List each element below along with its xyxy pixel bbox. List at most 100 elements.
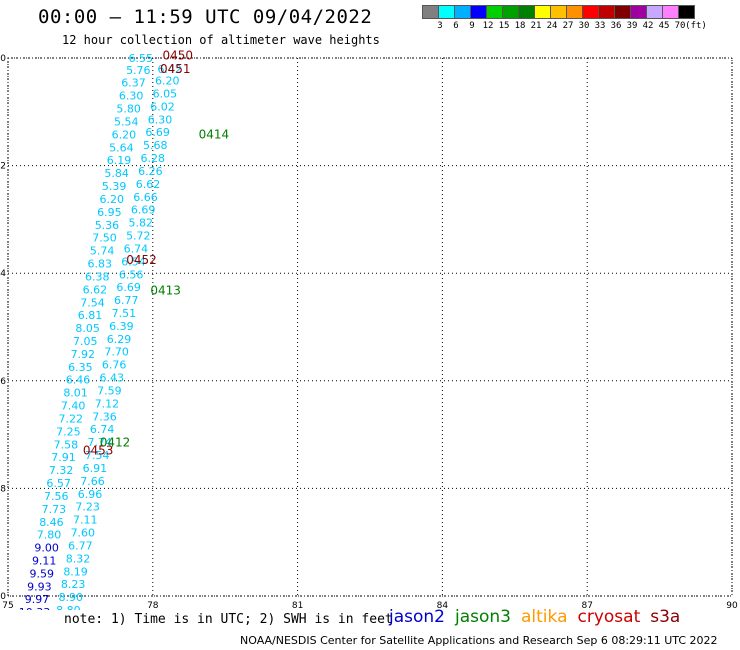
satellite-legend: jason2 jason3 altika cryosat s3a bbox=[389, 607, 690, 627]
swh-value-label: 6.37 bbox=[121, 77, 146, 90]
swh-value-label: 5.72 bbox=[126, 230, 151, 243]
swh-value-label: 5.68 bbox=[143, 139, 168, 152]
x-tick-label: 84 bbox=[437, 601, 449, 610]
pass-time-label: 0453 bbox=[83, 444, 114, 458]
color-scale-label: 33 bbox=[594, 21, 606, 31]
swh-value-label: 6.02 bbox=[150, 100, 175, 113]
y-tick-label: -4 bbox=[0, 269, 6, 279]
x-tick-label: 90 bbox=[726, 601, 738, 610]
swh-value-label: 7.50 bbox=[92, 232, 117, 245]
x-tick-label: 78 bbox=[147, 601, 159, 610]
swh-value-label: 6.95 bbox=[97, 206, 122, 219]
y-tick-label: 0 bbox=[0, 54, 6, 64]
swh-value-label: 6.74 bbox=[124, 242, 149, 255]
swh-value-label: 6.66 bbox=[133, 191, 158, 204]
swh-value-label: 6.77 bbox=[68, 539, 93, 552]
swh-value-label: 6.76 bbox=[102, 359, 127, 372]
color-scale-label: 70 bbox=[674, 21, 686, 31]
pass-time-label: 0413 bbox=[150, 283, 181, 297]
swh-value-label: 7.12 bbox=[95, 397, 120, 410]
swh-value-label: 5.39 bbox=[102, 180, 127, 193]
swh-value-label: 6.30 bbox=[119, 90, 144, 103]
swh-value-label: 7.60 bbox=[71, 527, 96, 540]
swh-value-label: 6.77 bbox=[114, 294, 139, 307]
swh-value-label: 7.66 bbox=[80, 475, 105, 488]
swh-value-label: 8.80 bbox=[56, 604, 81, 610]
legend-item-altika: altika bbox=[521, 607, 568, 627]
swh-value-label: 5.84 bbox=[104, 167, 129, 180]
swh-value-label: 6.46 bbox=[66, 374, 91, 387]
axis-ticks: 75 78 81 84 87 90 0 -2 -4 -6 -8 -10 bbox=[0, 54, 738, 610]
color-scale-label: 27 bbox=[562, 21, 574, 31]
color-swatch bbox=[678, 5, 695, 19]
swh-value-label: 7.05 bbox=[73, 335, 98, 348]
color-scale-label: 6 bbox=[453, 21, 459, 31]
swh-value-label: 6.42 bbox=[157, 63, 182, 76]
swh-value-label: 6.05 bbox=[153, 88, 178, 101]
swh-value-label: 6.19 bbox=[107, 154, 132, 167]
swh-value-label: 8.05 bbox=[75, 322, 100, 335]
swh-value-label: 6.81 bbox=[78, 309, 103, 322]
color-scale-label: 3 bbox=[437, 21, 443, 31]
swh-value-label: 7.36 bbox=[92, 410, 117, 423]
swh-value-label: 9.97 bbox=[25, 593, 50, 606]
swh-value-label: 7.32 bbox=[49, 464, 74, 477]
swh-value-label: 6.35 bbox=[68, 361, 93, 374]
y-tick-label: -6 bbox=[0, 377, 6, 387]
swh-value-label: 9.59 bbox=[30, 567, 55, 580]
pass-time-label: 0451 bbox=[160, 62, 191, 76]
swh-value-label: 6.91 bbox=[83, 462, 108, 475]
swh-value-label: 7.22 bbox=[58, 412, 83, 425]
credit-line: NOAA/NESDIS Center for Satellite Applica… bbox=[240, 634, 718, 647]
color-scale-label: 36 bbox=[610, 21, 622, 31]
swh-value-label: 5.74 bbox=[90, 245, 115, 258]
swh-value-label: 6.83 bbox=[87, 258, 112, 271]
swh-value-label: 6.30 bbox=[148, 113, 173, 126]
map-grid bbox=[7, 57, 733, 597]
swh-value-label: 6.55 bbox=[128, 52, 153, 65]
swh-value-label: 9.11 bbox=[32, 554, 57, 567]
swh-value-label: 9.00 bbox=[34, 542, 59, 555]
swh-value-label: 6.96 bbox=[78, 488, 103, 501]
swh-value-label: 9.93 bbox=[27, 580, 52, 593]
swh-value-label: 6.39 bbox=[109, 320, 134, 333]
swh-value-label: 6.69 bbox=[145, 126, 170, 139]
swh-value-label: 6.62 bbox=[136, 178, 161, 191]
swh-value-label: 7.70 bbox=[104, 346, 129, 359]
color-scale-label: 24 bbox=[546, 21, 558, 31]
swh-value-label: 5.76 bbox=[126, 64, 151, 77]
y-tick-label: -10 bbox=[0, 592, 6, 602]
swh-value-label: 6.43 bbox=[100, 372, 125, 385]
y-tick-label: -8 bbox=[0, 484, 6, 494]
legend-item-cryosat: cryosat bbox=[577, 607, 641, 627]
page-subtitle: 12 hour collection of altimeter wave hei… bbox=[62, 33, 380, 47]
color-scale-label: 30 bbox=[578, 21, 590, 31]
color-scale-label: 39 bbox=[626, 21, 638, 31]
swh-value-label: 5.54 bbox=[114, 115, 139, 128]
swh-value-label: 8.23 bbox=[61, 578, 86, 591]
swh-value-label: 7.23 bbox=[75, 501, 100, 514]
y-tick-label: -2 bbox=[0, 162, 6, 172]
swh-value-label: 6.56 bbox=[119, 268, 144, 281]
footnote: note: 1) Time is in UTC; 2) SWH is in fe… bbox=[64, 612, 393, 627]
pass-time-label: 0452 bbox=[126, 253, 157, 267]
swh-value-label: 8.32 bbox=[66, 552, 91, 565]
swh-value-label: 6.74 bbox=[90, 423, 115, 436]
legend-item-s3a: s3a bbox=[650, 607, 681, 627]
pass-time-label: 0450 bbox=[162, 48, 193, 62]
swh-value-label: 6.20 bbox=[112, 128, 137, 141]
swh-value-label: 7.56 bbox=[44, 490, 69, 503]
swh-value-label: 6.20 bbox=[100, 193, 125, 206]
x-tick-label: 75 bbox=[2, 601, 13, 610]
color-scale-label: 21 bbox=[530, 21, 542, 31]
swh-value-label: 7.73 bbox=[42, 503, 67, 516]
swh-value-label: 8.01 bbox=[63, 387, 88, 400]
swh-value-label: 5.80 bbox=[116, 103, 141, 116]
color-scale-label: 45 bbox=[658, 21, 670, 31]
swh-value-label: 6.28 bbox=[141, 152, 166, 165]
pass-time-label: 0414 bbox=[199, 127, 230, 141]
swh-value-label: 6.57 bbox=[46, 477, 71, 490]
swh-value-label: 6.62 bbox=[83, 283, 108, 296]
swh-value-label: 7.54 bbox=[85, 449, 110, 462]
